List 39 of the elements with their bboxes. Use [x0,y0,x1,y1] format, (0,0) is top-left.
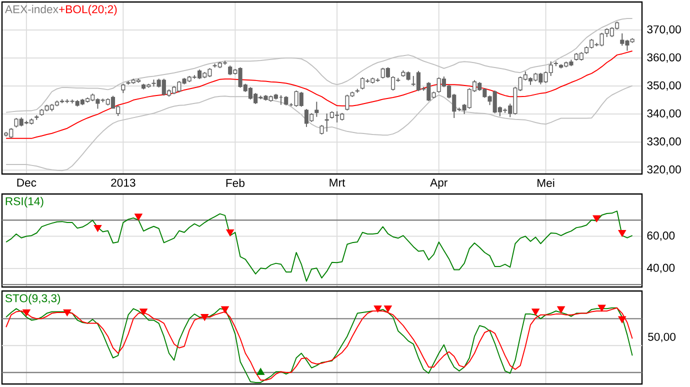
point [94,224,102,232]
x-tick-label: 2013 [111,178,136,187]
point [618,316,626,324]
point [618,230,626,237]
point [226,229,234,236]
chart-title: AEX-index [4,4,58,14]
point [532,308,540,316]
y-tick-label: 350,00 [647,81,681,91]
point [598,304,606,312]
point [221,306,229,314]
y-tick-label: 370,00 [647,25,681,35]
text: +BOL(20;2) [59,4,117,16]
x-tick-label: Mei [538,178,554,188]
point [374,306,382,312]
y-tick-label: 40,00 [646,264,675,274]
x-tick-label: Apr [430,178,448,189]
x-tick-label: Mrt [330,178,346,187]
x-tick-label: Feb [226,178,244,188]
point [134,214,142,221]
text: 50,00 [648,332,676,342]
point [63,309,72,316]
y-tick-label: 340,00 [647,109,681,119]
y-tick-label: 360,00 [647,53,681,63]
y-tick-label: 60,00 [647,232,675,241]
point [200,314,209,321]
point [557,306,566,314]
y-tick-label: 320,00 [647,165,681,175]
series-label: RSI(14) [6,196,44,208]
point [22,309,30,316]
candlestick [121,83,126,94]
y-tick-label: 330,00 [647,137,681,147]
point [256,368,265,375]
candlestick [314,101,319,118]
point [592,215,601,222]
candlestick [320,124,324,135]
x-tick-label: Dec [17,178,36,187]
series-label: STO(9,3,3) [5,294,60,304]
point [140,308,148,316]
point [384,306,392,312]
